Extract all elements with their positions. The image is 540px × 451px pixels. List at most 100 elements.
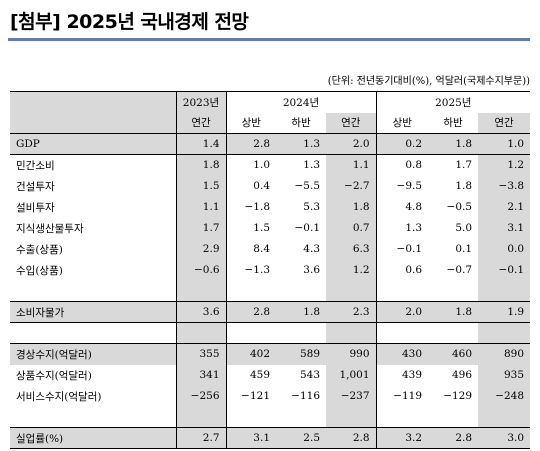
header-year-2025: 2025년 [375,91,531,113]
cell-2025-h2: −0.5 [446,201,473,213]
cell-2025-h2: 1.8 [428,301,479,323]
cell-2024-h1: 402 [225,343,276,365]
table-row-cpi: 소비자물가 3.6 2.8 1.8 2.3 2.0 1.8 1.9 [10,301,531,323]
cell-2025-annual: 890 [478,343,531,365]
header-2025-annual: 연간 [478,112,531,134]
row-label: GDP [10,133,176,155]
table-row-exports: 수출(상품) 2.9 8.4 4.3 6.3 −0.1 0.1 0.0 [10,238,531,260]
header-2024-annual: 연간 [326,112,377,134]
table-spacer [10,406,531,428]
cell-2024-annual: 990 [326,343,377,365]
table-spacer [10,322,531,344]
cell-2023: 1.4 [175,133,226,155]
cell-2024-h1: −1.8 [225,196,276,218]
cell-2025-annual: 1.0 [478,133,531,155]
unit-note: (단위: 전년동기대비(%), 억달러(국제수지부문)) [327,76,530,87]
cell-2025-h2: 2.8 [428,427,479,449]
table-row-private-consumption: 민간소비 1.8 1.0 1.3 1.1 0.8 1.7 1.2 [10,154,531,176]
header-2024-h1: 상반 [225,112,276,134]
cell-2025-h1: 0.6 [375,259,429,281]
economic-outlook-table: 2023년 2024년 2025년 연간 상반 하반 연간 상반 하반 연간 G… [10,91,531,449]
cell-2023: 2.9 [175,238,226,260]
cell-2025-h2: 0.1 [455,243,473,255]
row-label: 설비투자 [16,201,55,214]
row-label: 경상수지(억달러) [10,343,176,365]
cell-2023: 341 [175,364,226,386]
cell-2025-h1: 0.2 [375,133,429,155]
header-year-2024: 2024년 [225,91,377,113]
table-row-goods-balance: 상품수지(억달러) 341 459 543 1,001 439 496 935 [10,364,531,386]
table-row-construction-investment: 건설투자 1.5 0.4 −5.5 −2.7 −9.5 1.8 −3.8 [10,175,531,197]
header-2023-annual: 연간 [175,112,226,134]
cell-2023: −256 [175,385,226,407]
cell-2024-annual: 1.1 [326,154,377,176]
cell-2025-h2: −129 [443,390,473,402]
cell-2025-annual: 1.2 [478,154,531,176]
cell-2024-h1: 2.8 [225,301,276,323]
cell-2024-h1: −1.3 [225,259,276,281]
header-year-2023: 2023년 [175,91,226,113]
cell-2024-h2: 543 [299,369,320,381]
cell-2025-h1: 439 [375,364,429,386]
table-row-unemployment: 실업률(%) 2.7 3.1 2.5 2.8 3.2 2.8 3.0 [10,427,531,449]
row-label: 건설투자 [16,180,55,193]
cell-2025-h1: 0.8 [375,154,429,176]
cell-2024-annual: 1,001 [326,364,377,386]
cell-2024-annual: 1.2 [326,259,377,281]
cell-2024-h2: 3.6 [303,264,320,276]
cell-2025-annual: −3.8 [478,175,531,197]
cell-2025-annual: 0.0 [478,238,531,260]
table-row-services-balance: 서비스수지(억달러) −256 −121 −116 −237 −119 −129… [10,385,531,407]
page-title: [첨부] 2025년 국내경제 전망 [10,11,249,33]
header-blank-sub [10,112,176,134]
cell-2025-annual: 935 [478,364,531,386]
cell-2024-h1: 459 [225,364,276,386]
table-row-ip-investment: 지식생산물투자 1.7 1.5 −0.1 0.7 1.3 5.0 3.1 [10,217,531,239]
cell-2025-annual: 2.1 [478,196,531,218]
cell-2024-h2: 5.3 [303,201,320,213]
cell-2023: 2.7 [175,427,226,449]
cell-2024-h2: 1.3 [276,133,326,155]
table-spacer [10,280,531,302]
cell-2025-annual: −0.1 [478,259,531,281]
table-row-gdp: GDP 1.4 2.8 1.3 2.0 0.2 1.8 1.0 [10,133,531,155]
cell-2025-h1: −0.1 [375,238,429,260]
header-2024-h2: 하반 [276,112,326,134]
cell-2024-h1: 3.1 [225,427,276,449]
cell-2025-h2: 1.8 [455,180,473,192]
cell-2024-h2: 1.3 [303,159,320,172]
row-label: 실업률(%) [10,427,176,449]
header-2025-h2: 하반 [428,112,479,134]
cell-2025-h1: 430 [375,343,429,365]
cell-2025-h1: 1.3 [375,217,429,239]
row-label: 수출(상품) [16,243,63,256]
cell-2024-annual: 2.3 [326,301,377,323]
cell-2024-annual: 1.8 [326,196,377,218]
cell-2025-h2: 1.7 [455,159,473,172]
cell-2025-annual: −248 [478,385,531,407]
cell-2024-h1: 1.5 [225,217,276,239]
cell-2025-h1: −119 [375,385,429,407]
header-blank [10,91,176,113]
table-row-imports: 수입(상품) −0.6 −1.3 3.6 1.2 0.6 −0.7 −0.1 [10,259,531,281]
cell-2024-h1: 8.4 [225,238,276,260]
cell-2023: 1.8 [175,154,226,176]
cell-2023: −0.6 [175,259,226,281]
cell-2025-h1: 4.8 [375,196,429,218]
row-label: 소비자물가 [10,301,176,323]
cell-2024-h2: 589 [276,343,326,365]
cell-2023: 1.5 [175,175,226,197]
cell-2025-annual: 1.9 [478,301,531,323]
cell-2025-h1: −9.5 [375,175,429,197]
row-label: 수입(상품) [16,264,63,277]
cell-2024-h2: −5.5 [294,180,321,192]
cell-2024-annual: 2.8 [326,427,377,449]
cell-2024-h1: 0.4 [225,175,276,197]
cell-2025-h2: −0.7 [446,264,473,276]
header-2025-h1: 상반 [375,112,429,134]
row-label: 서비스수지(억달러) [16,390,102,403]
cell-2024-h1: 1.0 [225,154,276,176]
cell-2025-annual: 3.1 [478,217,531,239]
cell-2024-h1: 2.8 [225,133,276,155]
cell-2025-h2: 1.8 [428,133,479,155]
